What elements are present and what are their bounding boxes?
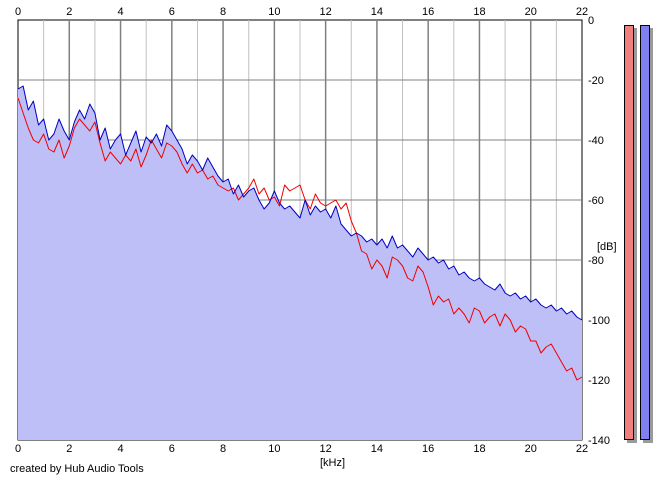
x-tick-label-bottom: 14 xyxy=(371,443,383,455)
x-tick-label-bottom: 18 xyxy=(473,443,485,455)
y-tick-label: -140 xyxy=(588,435,610,447)
y-tick-label: -40 xyxy=(588,135,604,147)
x-tick-label-top: 6 xyxy=(169,6,175,18)
y-axis-label: [dB] xyxy=(597,241,617,253)
x-tick-label-bottom: 10 xyxy=(268,443,280,455)
y-tick-label: 0 xyxy=(588,15,594,27)
x-tick-label-bottom: 20 xyxy=(525,443,537,455)
x-tick-label-top: 0 xyxy=(15,6,21,18)
x-tick-label-bottom: 22 xyxy=(576,443,588,455)
x-tick-label-bottom: 4 xyxy=(117,443,123,455)
x-tick-label-top: 18 xyxy=(473,6,485,18)
y-tick-label: -60 xyxy=(588,195,604,207)
x-tick-label-top: 4 xyxy=(117,6,123,18)
x-tick-label-top: 22 xyxy=(576,6,588,18)
right-channel-spectrum-line xyxy=(17,85,583,321)
filled-spectrum-area xyxy=(18,86,582,440)
credit-text: created by Hub Audio Tools xyxy=(10,463,144,475)
x-tick-label-top: 14 xyxy=(371,6,383,18)
y-tick-label: -100 xyxy=(588,315,610,327)
x-tick-label-top: 8 xyxy=(220,6,226,18)
y-tick-label: -20 xyxy=(588,75,604,87)
x-tick-label-bottom: 16 xyxy=(422,443,434,455)
y-tick-label: -80 xyxy=(588,255,604,267)
x-tick-label-top: 10 xyxy=(268,6,280,18)
axis-ticks: 002244668810101212141416161818202022220-… xyxy=(15,6,610,455)
x-tick-label-bottom: 0 xyxy=(15,443,21,455)
x-tick-label-bottom: 2 xyxy=(66,443,72,455)
x-tick-label-bottom: 12 xyxy=(320,443,332,455)
x-tick-label-top: 16 xyxy=(422,6,434,18)
y-tick-label: -120 xyxy=(588,375,610,387)
x-tick-label-top: 2 xyxy=(66,6,72,18)
x-axis-label: [kHz] xyxy=(320,457,345,469)
spectrum-series xyxy=(17,85,583,381)
x-tick-label-top: 12 xyxy=(320,6,332,18)
x-tick-label-bottom: 8 xyxy=(220,443,226,455)
x-tick-label-top: 20 xyxy=(525,6,537,18)
left-channel-level-meter xyxy=(624,25,634,440)
right-channel-level-meter xyxy=(640,25,650,440)
x-tick-label-bottom: 6 xyxy=(169,443,175,455)
left-channel-spectrum-line xyxy=(17,97,583,381)
spectrum-fill-area xyxy=(18,86,582,440)
